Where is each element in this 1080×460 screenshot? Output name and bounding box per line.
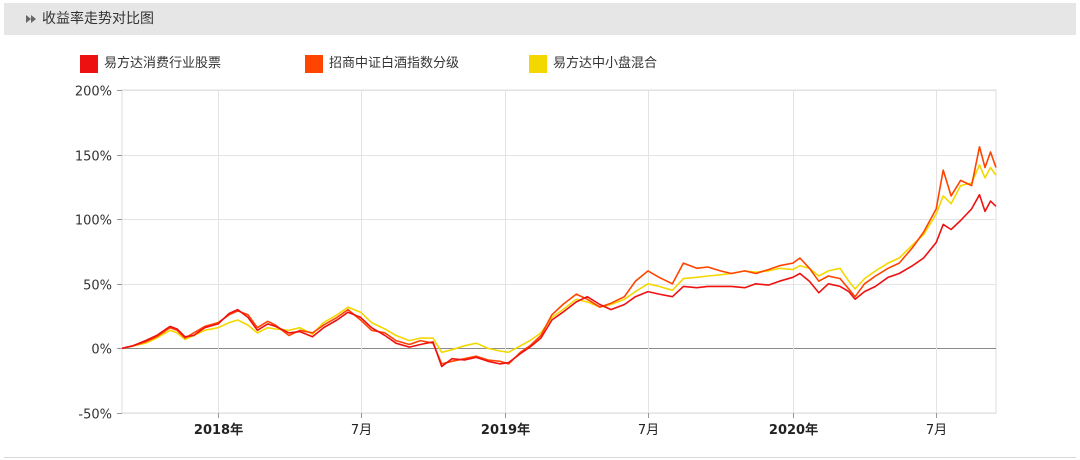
- panel-title: 收益率走势对比图: [42, 11, 154, 27]
- legend-swatch: [305, 55, 323, 73]
- y-tick-label: 100%: [75, 214, 112, 229]
- y-tick-label: 200%: [75, 85, 112, 100]
- y-tick-label: 150%: [75, 150, 112, 165]
- x-tick-label: 7月: [351, 423, 372, 438]
- legend-label: 易方达消费行业股票: [104, 56, 222, 71]
- legend-label: 招商中证白酒指数分级: [329, 56, 460, 71]
- x-tick-label: 2018年: [194, 422, 243, 438]
- x-tick-label: 7月: [926, 423, 947, 438]
- legend-label: 易方达中小盘混合: [553, 56, 658, 71]
- bottom-divider: [4, 457, 1076, 458]
- y-tick-label: 50%: [83, 279, 112, 294]
- plot-area-frame: [121, 89, 997, 414]
- series-line-2: [121, 146, 997, 365]
- legend-swatch: [529, 55, 547, 73]
- y-tick-label: 0%: [91, 343, 112, 358]
- x-tick-label: 2020年: [769, 422, 818, 438]
- panel-header: 收益率走势对比图: [4, 3, 1076, 35]
- double-chevron-right-icon: [26, 15, 36, 23]
- y-tick-label: -50%: [78, 408, 112, 423]
- x-tick-label: 2019年: [481, 422, 530, 438]
- legend-swatch: [80, 55, 98, 73]
- series-line-3: [121, 164, 997, 354]
- x-tick-label: 7月: [638, 423, 659, 438]
- series-line-1: [121, 193, 997, 368]
